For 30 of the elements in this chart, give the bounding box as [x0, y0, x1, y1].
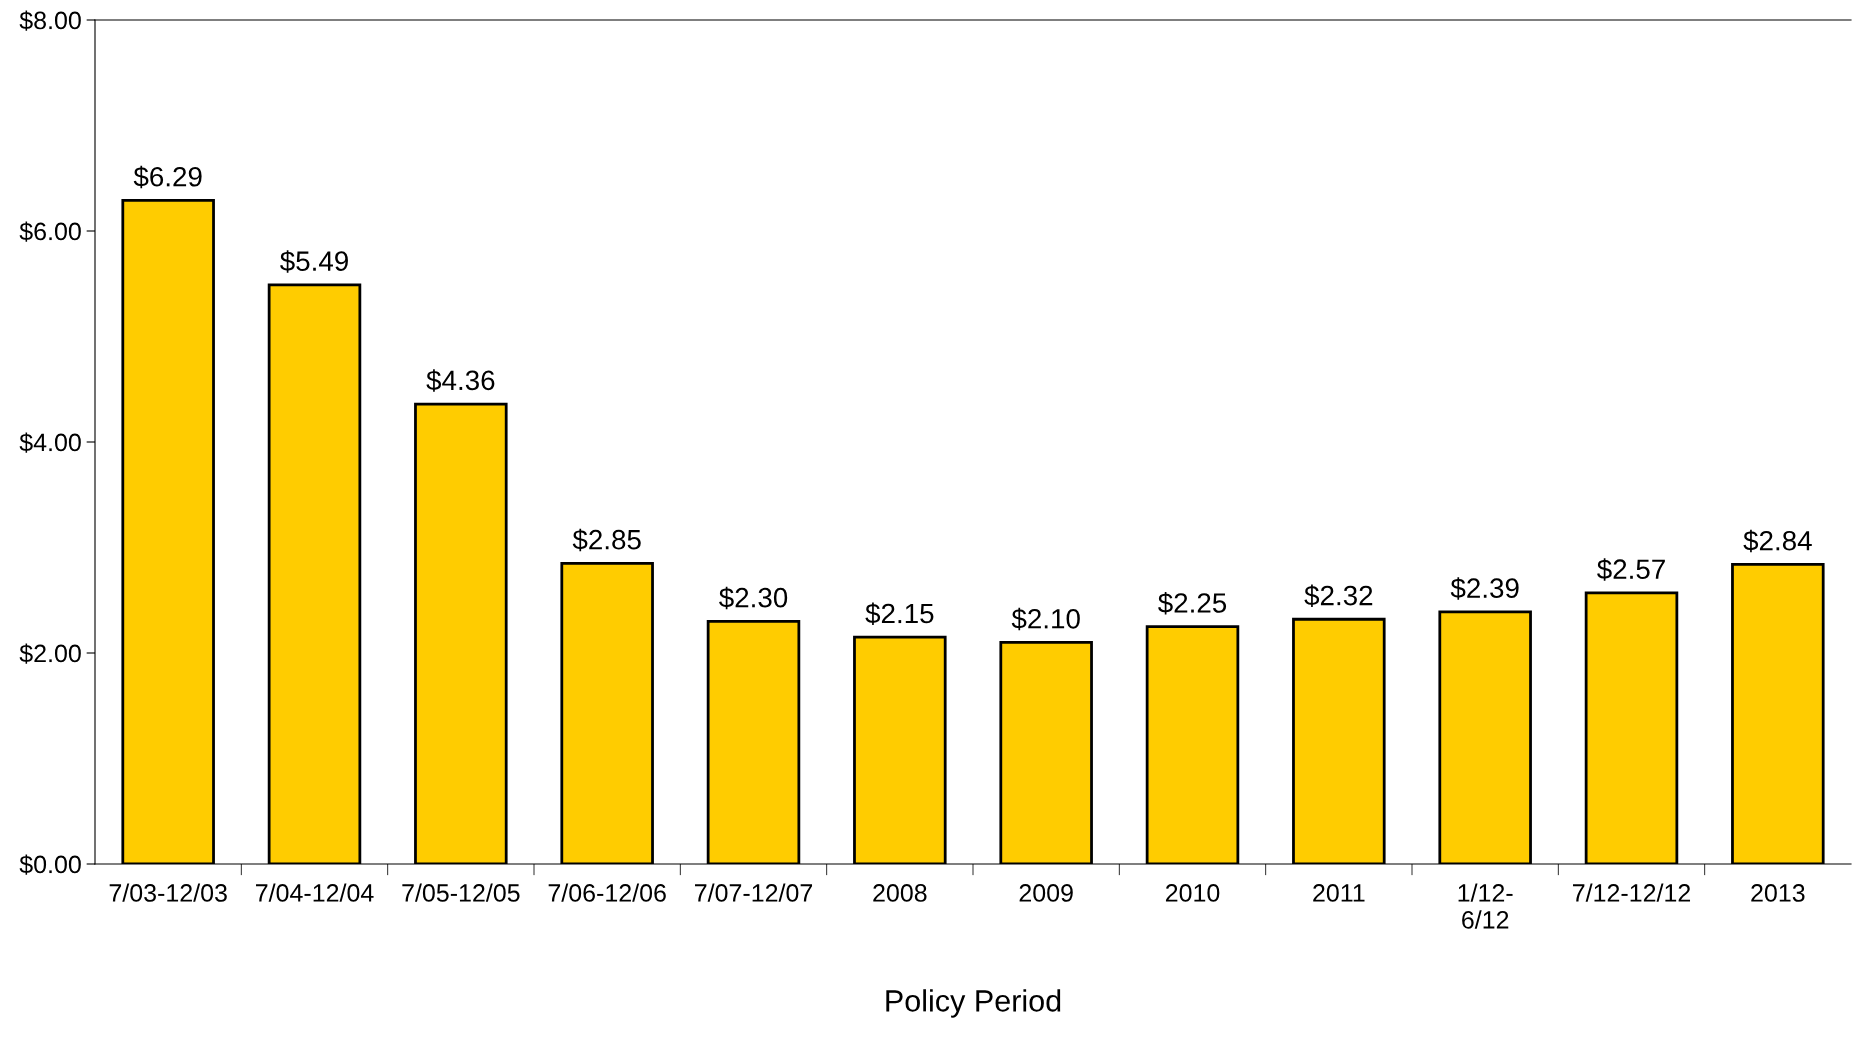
y-tick-label: $4.00 — [19, 432, 81, 453]
data-label: $2.84 — [1743, 529, 1812, 553]
x-tick-label: 2008 — [873, 884, 927, 902]
x-tick-label: 7/05-12/05 — [402, 883, 520, 902]
y-tick-label: $0.00 — [19, 854, 81, 875]
x-tick-label: 2013 — [1751, 884, 1805, 902]
x-axis-title: Policy Period — [886, 989, 1061, 1018]
x-tick-label: 7/04-12/04 — [256, 883, 374, 902]
x-tick-label: 7/07-12/07 — [695, 883, 813, 902]
x-tick-label: 2011 — [1313, 884, 1365, 902]
y-tick-label: $2.00 — [19, 643, 81, 664]
x-tick-label: 2010 — [1165, 884, 1220, 902]
x-tick-label: 1/12- 6/12 — [1458, 883, 1513, 929]
data-label: $2.30 — [719, 586, 788, 610]
data-label: $5.49 — [280, 250, 348, 273]
data-label: $2.10 — [1011, 607, 1080, 631]
x-tick-label: 7/03-12/03 — [109, 883, 227, 902]
data-label: $2.39 — [1450, 577, 1519, 600]
data-label: $4.36 — [426, 369, 495, 392]
x-tick-label: 7/12-12/12 — [1573, 883, 1691, 902]
x-tick-label: 7/06-12/06 — [548, 883, 666, 902]
y-tick-label: $8.00 — [19, 10, 81, 31]
data-label: $2.57 — [1597, 558, 1665, 581]
x-tick-label: 2009 — [1019, 884, 1073, 902]
data-label: $2.25 — [1158, 591, 1227, 615]
data-label: $2.32 — [1304, 584, 1373, 608]
y-tick-label: $6.00 — [19, 221, 81, 242]
data-label: $2.15 — [865, 602, 934, 625]
data-label: $6.29 — [133, 165, 202, 189]
data-label: $2.85 — [572, 528, 641, 552]
